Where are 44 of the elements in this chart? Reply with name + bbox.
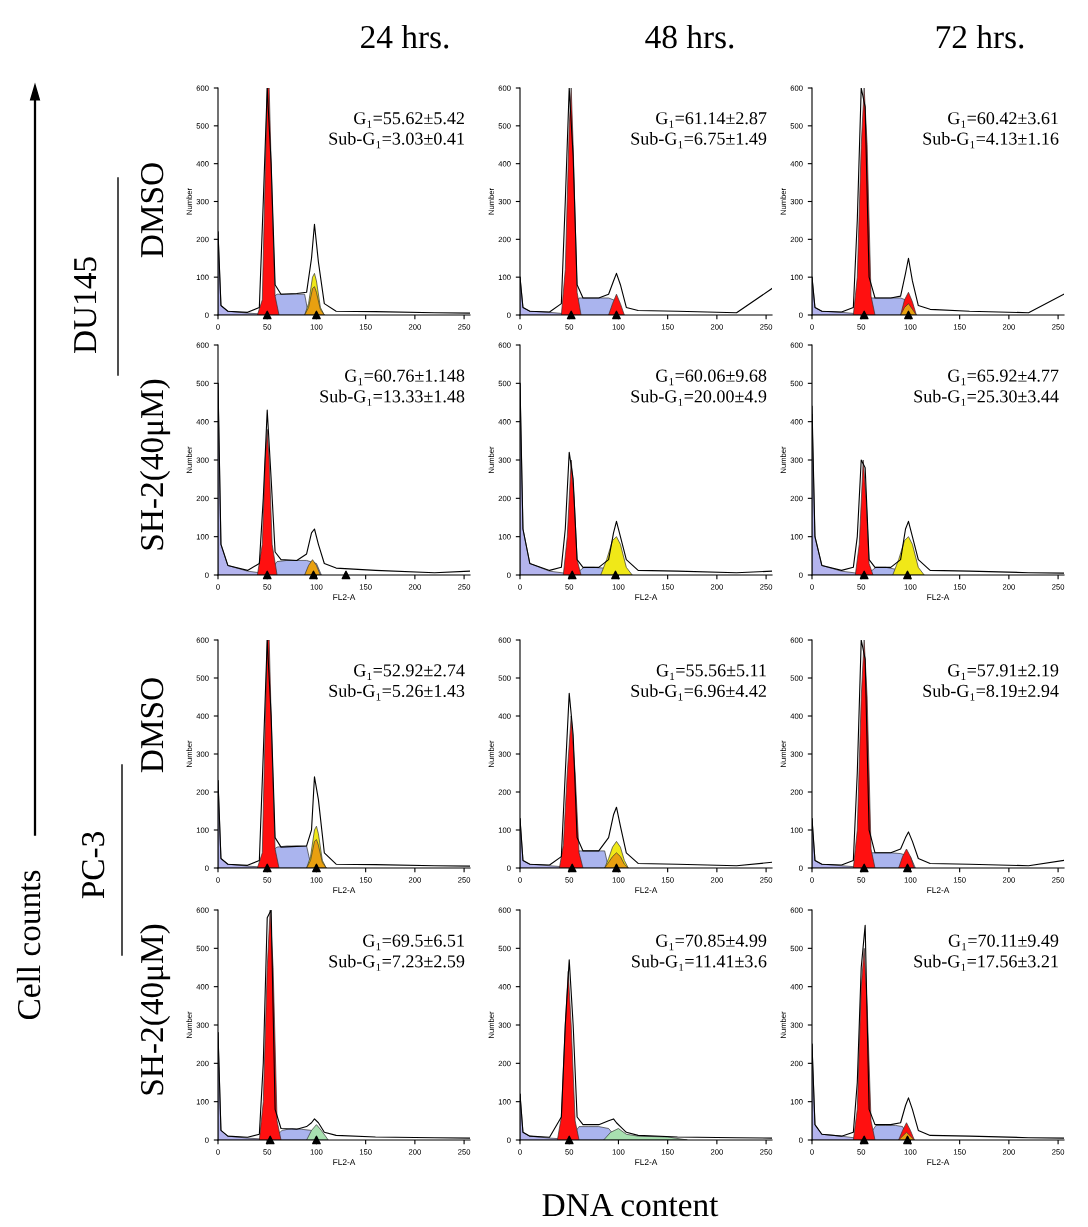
annotation: G₁=52.92±2.74	[354, 664, 465, 680]
annotation: Sub-G₁=11.41±3.6	[632, 954, 767, 971]
text: SH-2(40μM)	[139, 924, 171, 1095]
annotation: G₁=60.42±3.61	[948, 112, 1058, 128]
annotation: Sub-G₁=20.00±4.9	[631, 389, 767, 406]
annotation: G₁=70.85±4.99	[656, 934, 767, 951]
annotation: Sub-G₁=6.96±4.42	[631, 684, 766, 701]
x-axis-title: FL2-A	[927, 887, 950, 893]
x-axis-title: FL2-A	[333, 594, 356, 600]
x-axis-title: FL2-A	[333, 1159, 356, 1165]
text: 48 hrs.	[645, 24, 734, 49]
annotation: Sub-G₁=8.19±2.94	[923, 684, 1059, 701]
annotation: Sub-G₁=5.26±1.43	[329, 684, 465, 701]
text: DU145	[74, 257, 97, 354]
annotation: Sub-G₁=17.56±3.21	[914, 954, 1058, 971]
text: SH-2(40μM)	[139, 379, 171, 550]
x-axis-title: FL2-A	[333, 887, 356, 893]
annotation: G₁=61.14±2.87	[656, 112, 767, 128]
annotation: Sub-G₁=7.23±2.59	[329, 954, 465, 971]
x-axis-title: FL2-A	[635, 1159, 658, 1165]
text: PC-3	[81, 832, 105, 899]
x-axis-title: FL2-A	[927, 1159, 950, 1165]
text: DMSO	[140, 678, 164, 773]
x-axis-title: FL2-A	[635, 594, 658, 600]
annotation: G₁=69.5±6.51	[363, 934, 464, 951]
annotation: G₁=57.91±2.19	[948, 664, 1059, 680]
annotation: Sub-G₁=13.33±1.48	[320, 389, 465, 406]
annotation: Sub-G₁=4.13±1.16	[923, 132, 1059, 149]
annotation: Sub-G₁=3.03±0.41	[329, 132, 464, 149]
text: DMSO	[140, 163, 164, 258]
annotation: G₁=60.76±1.148	[345, 369, 465, 386]
text: Cell counts	[16, 870, 41, 1020]
annotation: Sub-G₁=6.75±1.49	[631, 132, 767, 149]
x-axis-title: FL2-A	[927, 594, 950, 600]
annotation: Sub-G₁=25.30±3.44	[914, 389, 1059, 406]
annotation: G₁=70.11±9.49	[948, 934, 1059, 951]
annotation: G₁=55.62±5.42	[354, 112, 464, 128]
annotation: G₁=60.06±9.68	[656, 369, 767, 386]
text: 24 hrs.	[361, 24, 449, 49]
annotation: G₁=55.56±5.11	[656, 664, 766, 680]
annotation: G₁=65.92±4.77	[948, 369, 1059, 386]
x-axis-title: FL2-A	[635, 887, 658, 893]
text: 72 hrs.	[936, 24, 1024, 49]
text: DNA content	[542, 1194, 719, 1217]
